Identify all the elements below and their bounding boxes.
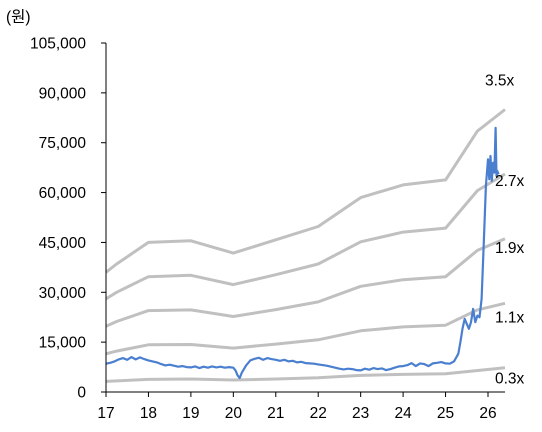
y-tick-label: 30,000 <box>39 285 87 302</box>
y-tick-label: 105,000 <box>30 36 86 53</box>
axes: 0 15,000 30,000 45,000 60,000 75,000 90,000 105… <box>30 36 505 422</box>
y-unit-label: (원) <box>6 8 31 26</box>
x-tick-label: 21 <box>267 405 284 422</box>
band-lines <box>105 108 506 383</box>
y-tick-label: 45,000 <box>39 235 87 252</box>
band-line-2-7x <box>105 172 506 301</box>
band-line-1-1x <box>105 301 506 356</box>
band-label-1-9x: 1.9x <box>495 240 525 257</box>
x-tick-label: 22 <box>310 405 327 422</box>
x-tick-label: 19 <box>182 405 199 422</box>
x-tick-label: 20 <box>225 405 243 422</box>
y-tick-label: 0 <box>77 385 86 402</box>
y-tick-label: 75,000 <box>39 135 87 152</box>
y-tick-label: 15,000 <box>39 335 87 352</box>
band-label-1-1x: 1.1x <box>495 309 525 326</box>
band-label-2-7x: 2.7x <box>495 173 525 190</box>
x-tick-label: 25 <box>437 405 454 422</box>
price-series <box>105 126 500 380</box>
band-label-0-3x: 0.3x <box>495 371 525 388</box>
x-tick-label: 24 <box>394 405 412 422</box>
x-tick-label: 23 <box>352 405 369 422</box>
y-tick-label: 60,000 <box>39 185 87 202</box>
band-line-0-3x <box>105 366 506 383</box>
band-line-1-9x <box>105 237 506 328</box>
x-tick-label: 26 <box>479 405 496 422</box>
x-tick-label: 17 <box>97 405 114 422</box>
band-line-3-5x <box>105 108 506 274</box>
y-tick-label: 90,000 <box>39 85 87 102</box>
x-tick-label: 18 <box>140 405 157 422</box>
band-label-3-5x: 3.5x <box>485 72 515 89</box>
band-labels: 3.5x 2.7x 1.9x 1.1x 0.3x <box>485 72 525 387</box>
price-line <box>105 126 500 380</box>
